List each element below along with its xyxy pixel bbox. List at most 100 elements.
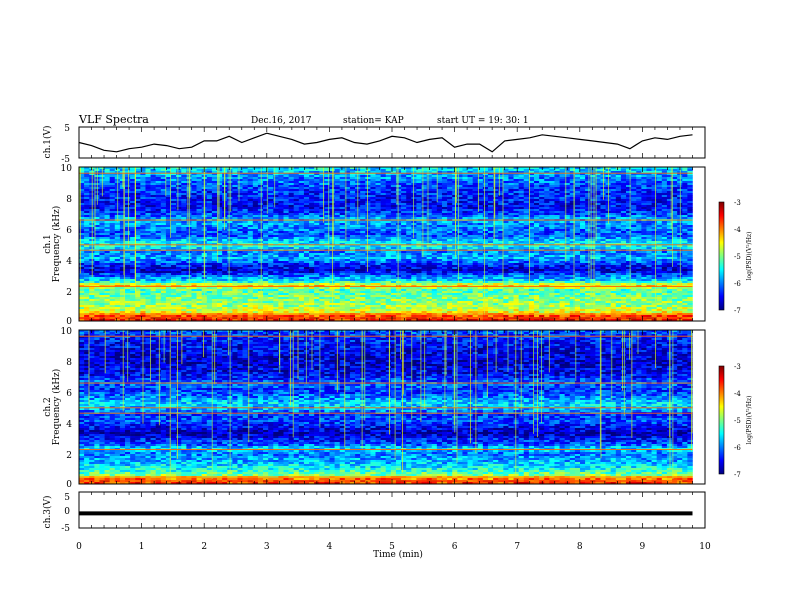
- spectrogram-cell: [646, 215, 652, 218]
- spectrogram-cell: [84, 171, 90, 174]
- spectrogram-cell: [554, 225, 560, 228]
- spectrogram-cell: [672, 245, 678, 248]
- spectrogram-cell: [421, 175, 427, 178]
- spectrogram-cell: [119, 195, 126, 198]
- spectrogram-cell: [385, 177, 392, 180]
- spectrogram-cell: [482, 167, 489, 170]
- spectrogram-cell: [263, 205, 269, 208]
- spectrogram-cell: [314, 169, 320, 172]
- spectrogram-cell: [503, 231, 509, 234]
- spectrogram-cell: [559, 179, 565, 182]
- spectrogram-cell: [191, 225, 197, 228]
- spectrogram-cell: [232, 185, 238, 188]
- spectrogram-cell: [130, 169, 136, 172]
- spectrogram-cell: [242, 197, 248, 200]
- spectrogram-cell: [109, 179, 116, 182]
- spectrogram-cell: [447, 215, 453, 218]
- spectrogram-cell: [365, 225, 371, 228]
- spectrogram-cell: [232, 193, 238, 196]
- spectrogram-cell: [155, 231, 162, 234]
- spectrogram-cell: [314, 183, 320, 186]
- spectrogram-cell: [242, 201, 248, 204]
- spectrogram-cell: [441, 167, 448, 170]
- spectrogram-cell: [380, 215, 387, 218]
- spectrogram-cell: [431, 247, 438, 250]
- spectrogram-cell: [539, 201, 545, 204]
- spectrogram-cell: [140, 235, 146, 238]
- spectrogram-cell: [641, 203, 647, 206]
- spectrogram-cell: [426, 201, 433, 204]
- spectrogram-cell: [344, 181, 351, 184]
- spectrogram-cell: [268, 239, 274, 242]
- spectrogram-cell: [171, 169, 177, 172]
- spectrogram-cell: [165, 211, 172, 214]
- spectrogram-cell: [370, 195, 376, 198]
- spectrogram-cell: [145, 245, 151, 248]
- spectrogram-cell: [303, 215, 310, 218]
- spectrogram-cell: [150, 211, 156, 214]
- spectrogram-cell: [206, 207, 213, 210]
- spectrogram-cell: [206, 187, 213, 190]
- spectrogram-cell: [687, 197, 693, 200]
- spectrogram-cell: [150, 225, 156, 228]
- spectrogram-cell: [283, 175, 289, 178]
- spectrogram-cell: [339, 169, 346, 172]
- spectrogram-cell: [574, 167, 581, 170]
- spectrogram-cell: [580, 229, 586, 232]
- spectrogram-cell: [549, 217, 555, 220]
- spectrogram-cell: [467, 177, 473, 180]
- spectrogram-cell: [288, 211, 295, 214]
- spectrogram-cell: [109, 199, 116, 202]
- spectrogram-cell: [641, 181, 647, 184]
- spectrogram-cell: [181, 209, 187, 212]
- spectrogram-cell: [217, 187, 223, 190]
- spectrogram-cell: [498, 177, 504, 180]
- spectrogram-cell: [610, 193, 617, 196]
- spectrogram-cell: [385, 209, 392, 212]
- spectrogram-cell: [431, 241, 438, 244]
- spectrogram-cell: [498, 195, 504, 198]
- spectrogram-cell: [620, 181, 627, 184]
- spectrogram-cell: [217, 169, 223, 172]
- spectrogram-cell: [257, 217, 264, 220]
- spectrogram-cell: [211, 183, 218, 186]
- spectrogram-cell: [656, 221, 663, 224]
- spectrogram-cell: [646, 175, 652, 178]
- spectrogram-cell: [549, 221, 555, 224]
- spectrogram-cell: [273, 167, 279, 170]
- spectrogram-cell: [211, 225, 218, 228]
- spectrogram-cell: [559, 213, 565, 216]
- spectrogram-cell: [191, 203, 197, 206]
- spectrogram-cell: [626, 233, 632, 236]
- spectrogram-cell: [431, 233, 438, 236]
- spectrogram-cell: [252, 225, 259, 228]
- spectrogram-cell: [99, 235, 105, 238]
- spectrogram-cell: [319, 183, 325, 186]
- spectrogram-cell: [140, 193, 146, 196]
- spectrogram-cell: [252, 215, 259, 218]
- spectrogram-cell: [472, 213, 479, 216]
- spectrogram-cell: [457, 167, 463, 170]
- spectrogram-cell: [487, 233, 494, 236]
- spectrogram-cell: [365, 229, 371, 232]
- spectrogram-cell: [114, 237, 121, 240]
- spectrogram-cell: [155, 239, 162, 242]
- spectrogram-cell: [661, 245, 668, 248]
- spectrogram-cell: [191, 227, 197, 230]
- spectrogram-cell: [574, 239, 581, 242]
- spectrogram-cell: [232, 217, 238, 220]
- spectrogram-cell: [559, 217, 565, 220]
- spectrogram-cell: [125, 239, 131, 242]
- spectrogram-cell: [380, 223, 387, 226]
- spectrogram-cell: [677, 239, 683, 242]
- spectrogram-cell: [140, 227, 146, 230]
- spectrogram-cell: [544, 209, 550, 212]
- spectrogram-cell: [687, 175, 693, 178]
- spectrogram-cell: [682, 185, 688, 188]
- spectrogram-cell: [227, 237, 233, 240]
- spectrogram-cell: [191, 207, 197, 210]
- spectrogram-cell: [441, 183, 448, 186]
- spectrogram-cell: [109, 205, 116, 208]
- spectrogram-cell: [482, 241, 489, 244]
- spectrogram-cell: [375, 237, 381, 240]
